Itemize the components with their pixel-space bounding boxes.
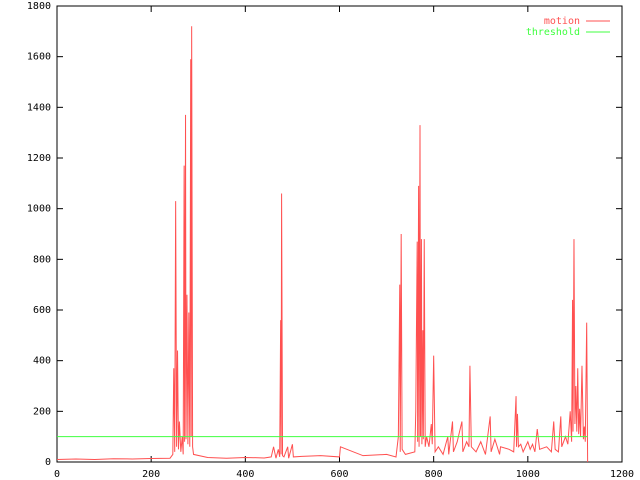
y-tick-label: 0 <box>45 457 51 468</box>
y-tick-label: 200 <box>33 406 51 417</box>
y-tick-label: 600 <box>33 305 51 316</box>
legend-label: motion <box>544 16 580 27</box>
series-line <box>56 26 589 463</box>
y-tick-label: 1600 <box>27 52 51 63</box>
y-tick-label: 1000 <box>27 204 51 215</box>
x-tick-label: 600 <box>330 469 348 480</box>
y-tick-label: 800 <box>33 254 51 265</box>
x-tick-label: 800 <box>425 469 443 480</box>
x-tick-label: 400 <box>236 469 254 480</box>
x-tick-label: 200 <box>142 469 160 480</box>
x-tick-label: 0 <box>54 469 60 480</box>
y-tick-label: 1200 <box>27 153 51 164</box>
plot-frame <box>56 5 623 463</box>
x-tick-label: 1000 <box>516 469 540 480</box>
y-tick-label: 400 <box>33 356 51 367</box>
x-tick-label: 1200 <box>610 469 634 480</box>
y-tick-label: 1800 <box>27 1 51 12</box>
y-tick-label: 1400 <box>27 102 51 113</box>
legend-label: threshold <box>526 27 580 38</box>
